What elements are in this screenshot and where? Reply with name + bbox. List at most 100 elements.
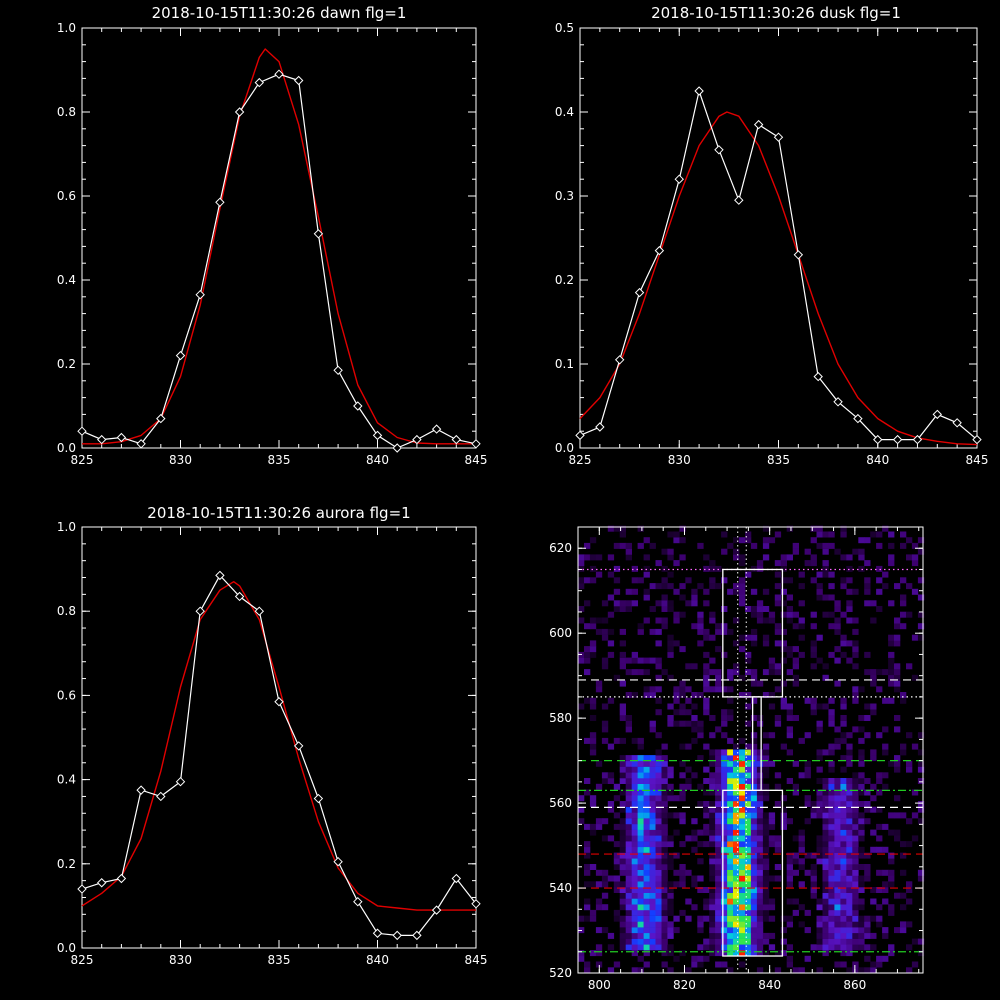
heatmap-cell [834,801,841,807]
heatmap-cell [715,892,722,899]
heatmap-cell [631,835,638,842]
heatmap-cell [715,726,722,733]
heatmap-cell [739,634,746,641]
heatmap-cell [846,783,853,790]
heatmap-cell [762,932,770,939]
heatmap-cell [601,657,609,664]
heatmap-cell [840,904,847,911]
heatmap-cell [655,835,662,842]
heatmap-cell [745,634,752,641]
heatmap-cell [655,869,662,876]
heatmap-cell [780,600,787,607]
heatmap-cell [661,594,668,601]
heatmap-cell [673,692,680,698]
heatmap-cell [894,892,901,899]
heatmap-cell [721,898,728,905]
heatmap-cell [780,743,787,750]
heatmap-cell [739,749,746,756]
heatmap-cell [733,904,740,911]
y-tick-label: 1.0 [57,21,76,35]
heatmap-cell [601,663,609,670]
heatmap-cell [697,961,704,968]
data-point [215,570,225,581]
fit-curve [81,581,476,911]
heatmap-cell [798,864,805,870]
heatmap-cell [852,628,859,635]
heatmap-cell [900,749,907,756]
heatmap-cell [703,554,710,561]
heatmap-cell [852,795,859,802]
heatmap-cell [816,778,823,784]
heatmap-cell [613,737,621,744]
heatmap-cell [846,892,853,899]
heatmap-cell [858,783,865,790]
heatmap-cell [792,611,799,618]
data-point [274,69,284,79]
heatmap-cell [768,611,776,618]
heatmap-cell [882,955,889,962]
heatmap-cell [619,852,626,859]
heatmap-cell [750,715,758,721]
heatmap-cell [834,841,841,848]
heatmap-cell [739,588,746,595]
heatmap-cell [840,961,847,968]
heatmap-cell [667,571,674,578]
heatmap-cell [840,881,847,888]
heatmap-cell [667,887,674,893]
heatmap-cell [864,560,871,567]
y-tick-label: 600 [549,626,572,640]
heatmap-cell [828,715,835,721]
heatmap-cell [595,869,603,876]
heatmap-cell [637,864,644,870]
heatmap-cell [852,789,859,796]
heatmap-cell [745,829,752,836]
heatmap-cell [625,892,632,899]
heatmap-cell [828,846,835,853]
data-point [471,439,481,449]
heatmap-cell [840,841,847,848]
heatmap-cell [900,531,907,538]
heatmap-cell [721,892,728,899]
heatmap-cell [661,950,668,957]
heatmap-cell [852,548,859,555]
heatmap-cell [667,858,674,865]
heatmap-cell [840,755,847,762]
data-point [116,432,127,443]
heatmap-cell [619,640,626,647]
heatmap-cell [834,606,841,612]
heatmap-cell [727,892,734,899]
heatmap-cell [798,634,805,641]
heatmap-cell [709,657,716,664]
heatmap-cell [721,720,728,727]
heatmap-cell [619,927,626,934]
heatmap-cell [661,887,668,893]
heatmap-cell [900,600,907,607]
heatmap-cell [715,835,722,842]
heatmap-cell [852,823,859,830]
heatmap-cell [643,571,650,578]
heatmap-cell [792,646,799,653]
heatmap-cell [637,737,644,744]
heatmap-cell [613,858,621,865]
heatmap-cell [756,869,764,876]
heatmap-cell [870,932,877,939]
heatmap-cell [727,737,734,744]
heatmap-cell [727,869,734,876]
heatmap-cell [739,950,746,957]
heatmap-cell [643,909,650,916]
heatmap-cell [679,875,686,882]
heatmap-cell [703,697,710,704]
heatmap-cell [637,927,644,934]
heatmap-cell [661,789,668,796]
heatmap-cell [625,726,632,733]
heatmap-cell [589,737,597,744]
heatmap-cell [894,617,901,624]
heatmap-cell [768,875,776,882]
heatmap-cell [774,801,782,807]
heatmap-cell [852,932,859,939]
heatmap-cell [864,955,871,962]
heatmap-cell [625,812,632,819]
data-point [274,697,284,707]
data-point [952,418,962,428]
heatmap-cell [762,904,770,911]
